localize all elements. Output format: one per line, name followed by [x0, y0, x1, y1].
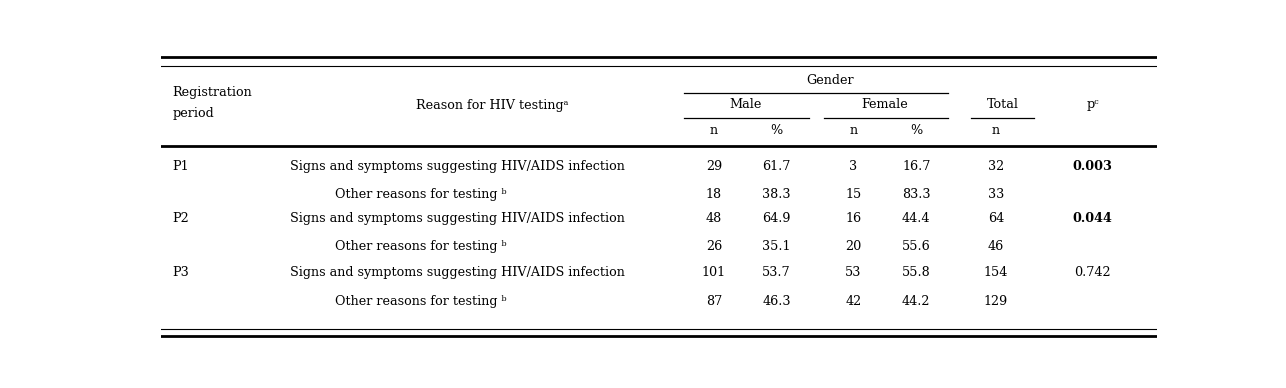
Text: 83.3: 83.3	[901, 188, 931, 201]
Text: 101: 101	[702, 266, 727, 279]
Text: 55.8: 55.8	[901, 266, 931, 279]
Text: Registration: Registration	[172, 86, 252, 99]
Text: 87: 87	[706, 296, 721, 308]
Text: Other reasons for testing ᵇ: Other reasons for testing ᵇ	[336, 240, 507, 253]
Text: 154: 154	[984, 266, 1008, 279]
Text: %: %	[770, 124, 783, 137]
Text: 129: 129	[984, 296, 1008, 308]
Text: 32: 32	[988, 159, 1004, 173]
Text: 0.003: 0.003	[1073, 159, 1112, 173]
Text: 38.3: 38.3	[763, 188, 791, 201]
Text: 3: 3	[849, 159, 858, 173]
Text: Signs and symptoms suggesting HIV/AIDS infection: Signs and symptoms suggesting HIV/AIDS i…	[291, 212, 625, 225]
Text: 33: 33	[988, 188, 1004, 201]
Text: 46: 46	[988, 240, 1004, 253]
Text: period: period	[172, 107, 215, 120]
Text: 53.7: 53.7	[763, 266, 791, 279]
Text: Gender: Gender	[806, 74, 854, 87]
Text: 61.7: 61.7	[763, 159, 791, 173]
Text: Female: Female	[862, 98, 908, 111]
Text: 15: 15	[845, 188, 862, 201]
Text: Signs and symptoms suggesting HIV/AIDS infection: Signs and symptoms suggesting HIV/AIDS i…	[291, 266, 625, 279]
Text: 64.9: 64.9	[763, 212, 791, 225]
Text: P3: P3	[172, 266, 189, 279]
Text: 35.1: 35.1	[763, 240, 791, 253]
Text: pᶜ: pᶜ	[1087, 98, 1100, 111]
Text: 16: 16	[845, 212, 862, 225]
Text: Other reasons for testing ᵇ: Other reasons for testing ᵇ	[336, 296, 507, 308]
Text: Reason for HIV testingᵃ: Reason for HIV testingᵃ	[415, 99, 568, 113]
Text: 55.6: 55.6	[901, 240, 931, 253]
Text: Signs and symptoms suggesting HIV/AIDS infection: Signs and symptoms suggesting HIV/AIDS i…	[291, 159, 625, 173]
Text: n: n	[710, 124, 718, 137]
Text: 64: 64	[988, 212, 1004, 225]
Text: P2: P2	[172, 212, 189, 225]
Text: 44.4: 44.4	[901, 212, 931, 225]
Text: n: n	[849, 124, 858, 137]
Text: Total: Total	[986, 98, 1019, 111]
Text: 53: 53	[845, 266, 862, 279]
Text: 0.742: 0.742	[1074, 266, 1111, 279]
Text: 29: 29	[706, 159, 721, 173]
Text: 20: 20	[845, 240, 862, 253]
Text: 44.2: 44.2	[901, 296, 931, 308]
Text: 46.3: 46.3	[763, 296, 791, 308]
Text: P1: P1	[172, 159, 189, 173]
Text: Male: Male	[729, 98, 761, 111]
Text: %: %	[910, 124, 922, 137]
Text: Other reasons for testing ᵇ: Other reasons for testing ᵇ	[336, 188, 507, 201]
Text: 16.7: 16.7	[901, 159, 930, 173]
Text: 18: 18	[706, 188, 721, 201]
Text: 0.044: 0.044	[1073, 212, 1112, 225]
Text: 48: 48	[706, 212, 721, 225]
Text: 42: 42	[845, 296, 862, 308]
Text: n: n	[992, 124, 1001, 137]
Text: 26: 26	[706, 240, 721, 253]
